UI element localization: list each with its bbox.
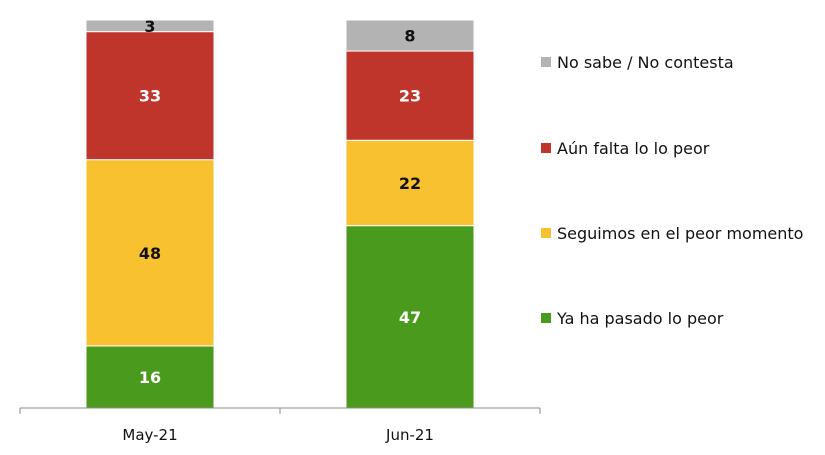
legend-label: Ya ha pasado lo peor	[556, 309, 724, 328]
x-tick-label: Jun-21	[385, 426, 434, 444]
x-tick-label: May-21	[122, 426, 177, 444]
legend-item: Ya ha pasado lo peor	[541, 309, 724, 328]
data-label: 22	[399, 174, 421, 193]
legend-swatch	[541, 143, 551, 153]
data-label: 33	[139, 87, 161, 106]
data-label: 47	[399, 308, 421, 327]
legend-label: No sabe / No contesta	[557, 53, 734, 72]
bar-segment-may-21-s0	[85, 345, 215, 409]
legend: No sabe / No contesta Aún falta lo lo peo…	[541, 53, 803, 328]
data-label: 48	[139, 244, 161, 263]
data-label: 23	[399, 87, 421, 106]
bar-segment-jun-21-s3	[345, 19, 475, 52]
bar-segment-jun-21-s0	[345, 225, 475, 409]
data-label: 3	[144, 17, 155, 36]
bar-segment-jun-21-s2	[345, 50, 475, 141]
data-label: 8	[404, 27, 415, 46]
bars-layer	[85, 19, 475, 409]
data-label: 16	[139, 368, 161, 387]
legend-swatch	[541, 57, 551, 67]
legend-label: Aún falta lo lo peor	[557, 139, 710, 158]
legend-swatch	[541, 228, 551, 238]
legend-item: No sabe / No contesta	[541, 53, 734, 72]
legend-item: Seguimos en el peor momento	[541, 224, 803, 243]
bar-segment-may-21-s3	[85, 19, 215, 33]
legend-swatch	[541, 313, 551, 323]
legend-item: Aún falta lo lo peor	[541, 139, 710, 158]
legend-label: Seguimos en el peor momento	[557, 224, 803, 243]
x-axis: May-21 Jun-21	[19, 407, 541, 444]
bar-segment-may-21-s1	[85, 159, 215, 347]
